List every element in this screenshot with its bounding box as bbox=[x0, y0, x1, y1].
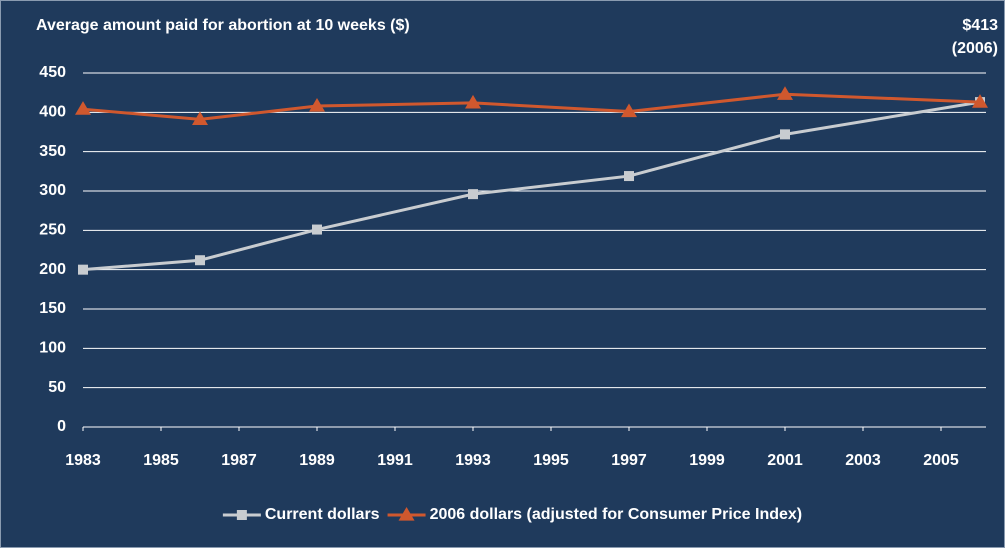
marker bbox=[780, 129, 790, 140]
y-tick-label: 300 bbox=[39, 182, 66, 199]
x-tick-label: 1987 bbox=[221, 452, 257, 469]
y-tick-label: 0 bbox=[57, 418, 66, 435]
x-tick-label: 2005 bbox=[923, 452, 959, 469]
marker bbox=[309, 98, 325, 112]
marker bbox=[192, 111, 208, 126]
x-tick-label: 1985 bbox=[143, 452, 179, 469]
x-tick-label: 1983 bbox=[65, 452, 101, 469]
marker bbox=[468, 189, 478, 200]
y-tick-label: 150 bbox=[39, 300, 66, 317]
annotation: (2006) bbox=[952, 40, 998, 57]
chart-title: Average amount paid for abortion at 10 w… bbox=[36, 17, 410, 34]
legend-label: Current dollars bbox=[265, 506, 380, 523]
annotation: $413 bbox=[962, 17, 998, 34]
x-tick-label: 2003 bbox=[845, 452, 881, 469]
y-tick-label: 450 bbox=[39, 64, 66, 81]
x-tick-label: 2001 bbox=[767, 452, 803, 469]
marker bbox=[465, 94, 481, 109]
legend: Current dollars 2006 dollars (adjusted fo… bbox=[222, 506, 803, 523]
x-tick-label: 1993 bbox=[455, 452, 491, 469]
x-tick-label: 1997 bbox=[611, 452, 647, 469]
marker bbox=[777, 86, 793, 100]
x-tick-label: 1989 bbox=[299, 452, 335, 469]
marker bbox=[621, 103, 637, 118]
marker bbox=[972, 94, 988, 108]
legend-marker bbox=[236, 510, 247, 520]
x-tick-label: 1995 bbox=[533, 452, 569, 469]
marker bbox=[624, 171, 634, 182]
x-tick-label: 1999 bbox=[689, 452, 725, 469]
y-tick-label: 100 bbox=[39, 340, 66, 357]
x-tick-label: 1991 bbox=[377, 452, 413, 469]
marker bbox=[195, 255, 205, 266]
marker bbox=[312, 224, 322, 235]
y-tick-label: 400 bbox=[39, 104, 66, 121]
y-tick-label: 200 bbox=[39, 261, 66, 278]
y-tick-label: 250 bbox=[39, 222, 66, 239]
legend-label: 2006 dollars (adjusted for Consumer Pric… bbox=[430, 506, 803, 523]
y-tick-label: 350 bbox=[39, 143, 66, 160]
legend-marker bbox=[398, 507, 415, 521]
marker bbox=[75, 101, 91, 115]
y-tick-label: 50 bbox=[48, 379, 66, 396]
marker bbox=[78, 264, 88, 275]
